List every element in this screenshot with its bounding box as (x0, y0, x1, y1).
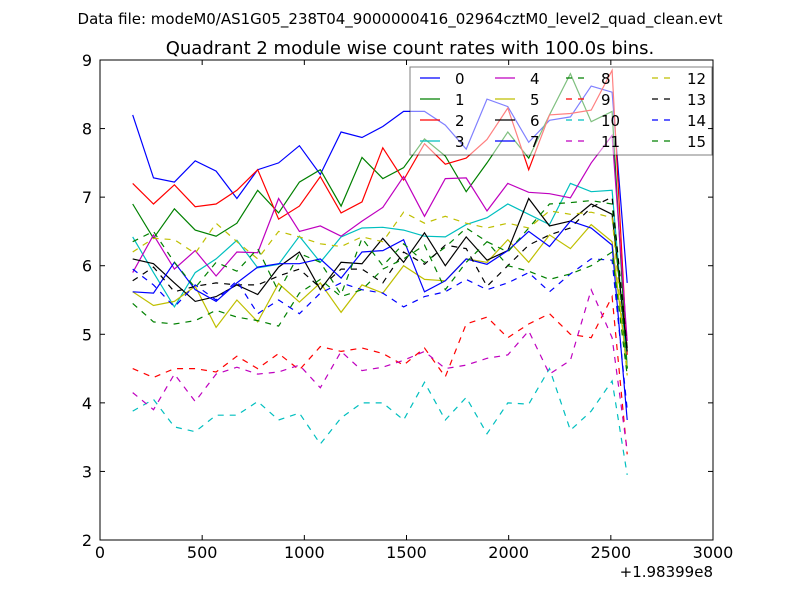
series-line-13 (132, 196, 628, 349)
series-line-15 (132, 240, 628, 376)
series-line-7 (132, 220, 628, 421)
series-line-12 (132, 210, 628, 376)
x-tick-label: 1000 (284, 543, 325, 562)
x-tick-label: 1500 (386, 543, 427, 562)
y-tick-label: 8 (82, 120, 92, 139)
chart-title: Quadrant 2 module wise count rates with … (166, 38, 655, 59)
legend-label: 0 (455, 70, 465, 88)
legend-label: 2 (455, 112, 465, 130)
y-tick-label: 5 (82, 325, 92, 344)
series-lines (132, 68, 628, 475)
y-tick-label: 6 (82, 257, 92, 276)
chart-suptitle: Data file: modeM0/AS1G05_238T04_90000004… (78, 10, 723, 29)
y-tick-label: 4 (82, 394, 92, 413)
legend-label: 9 (601, 91, 611, 109)
y-tick-label: 9 (82, 51, 92, 70)
legend-label: 11 (601, 133, 620, 151)
x-tick-label: 2000 (488, 543, 529, 562)
legend-label: 10 (601, 112, 620, 130)
x-tick-label: 0 (95, 543, 105, 562)
x-offset-label: +1.98399e8 (620, 563, 713, 581)
y-tick-label: 3 (82, 462, 92, 481)
legend-label: 14 (687, 112, 706, 130)
legend-frame (409, 66, 713, 156)
y-tick-label: 2 (82, 531, 92, 550)
series-line-3 (132, 182, 628, 369)
axis-ticks: 0 500 1000 1500 2000 2500 3000 2 3 4 5 6 7 8 9 (82, 51, 734, 562)
series-line-6 (132, 197, 628, 352)
legend-label: 1 (455, 91, 465, 109)
y-tick-label: 7 (82, 188, 92, 207)
x-tick-label: 2500 (590, 543, 631, 562)
legend-label: 3 (455, 133, 465, 151)
x-tick-label: 500 (187, 543, 218, 562)
legend-label: 15 (687, 133, 706, 151)
legend-label: 4 (530, 70, 540, 88)
x-tick-label: 3000 (693, 543, 734, 562)
legend-label: 6 (530, 112, 540, 130)
legend-label: 8 (601, 70, 611, 88)
series-line-11 (132, 287, 628, 451)
legend-label: 13 (687, 91, 706, 109)
series-line-9 (132, 294, 628, 455)
legend-label: 7 (530, 133, 540, 151)
series-line-10 (132, 367, 628, 475)
legend-label: 5 (530, 91, 540, 109)
series-line-8 (132, 199, 628, 369)
series-line-14 (132, 258, 628, 410)
series-line-4 (132, 133, 628, 342)
legend-label: 12 (687, 70, 706, 88)
